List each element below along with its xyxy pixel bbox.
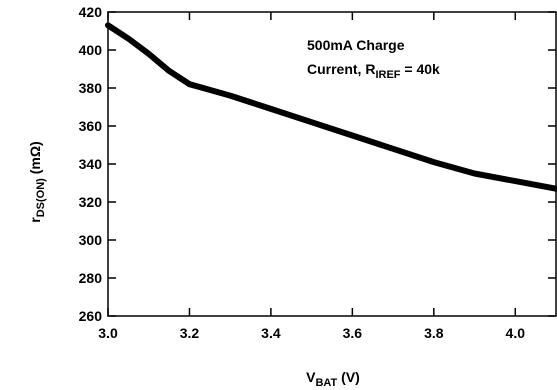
x-axis-label: VBAT (V) [306,369,360,389]
annotation-line-2: Current, RIREF = 40k [307,61,440,81]
x-tick-label: 3.2 [180,325,200,341]
y-tick-label: 280 [79,270,103,286]
x-tick-label: 3.6 [343,325,363,341]
tick-labels: 260 280 300 320 340 360 380 400 420 3.0 3.2 3.4 3.6 3… [79,4,526,341]
y-tick-label: 380 [79,80,103,96]
y-tick-label: 420 [79,4,103,20]
y-tick-label: 300 [79,232,103,248]
y-tick-label: 360 [79,118,103,134]
x-tick-label: 3.8 [424,325,444,341]
annotation-box: 500mA Charge Current, RIREF = 40k [298,30,508,86]
plot-area [107,11,557,317]
series-line [105,22,557,192]
y-tick-label: 400 [79,42,103,58]
x-tick-label: 4.0 [506,325,526,341]
annotation-line-1: 500mA Charge [307,37,405,53]
x-tick-label: 3.0 [98,325,118,341]
y-tick-label: 320 [79,194,103,210]
y-tick-label: 260 [79,308,103,324]
x-tick-label: 3.4 [261,325,281,341]
y-axis-label: rDS(ON) (mΩ) [27,141,47,222]
y-tick-label: 340 [79,156,103,172]
